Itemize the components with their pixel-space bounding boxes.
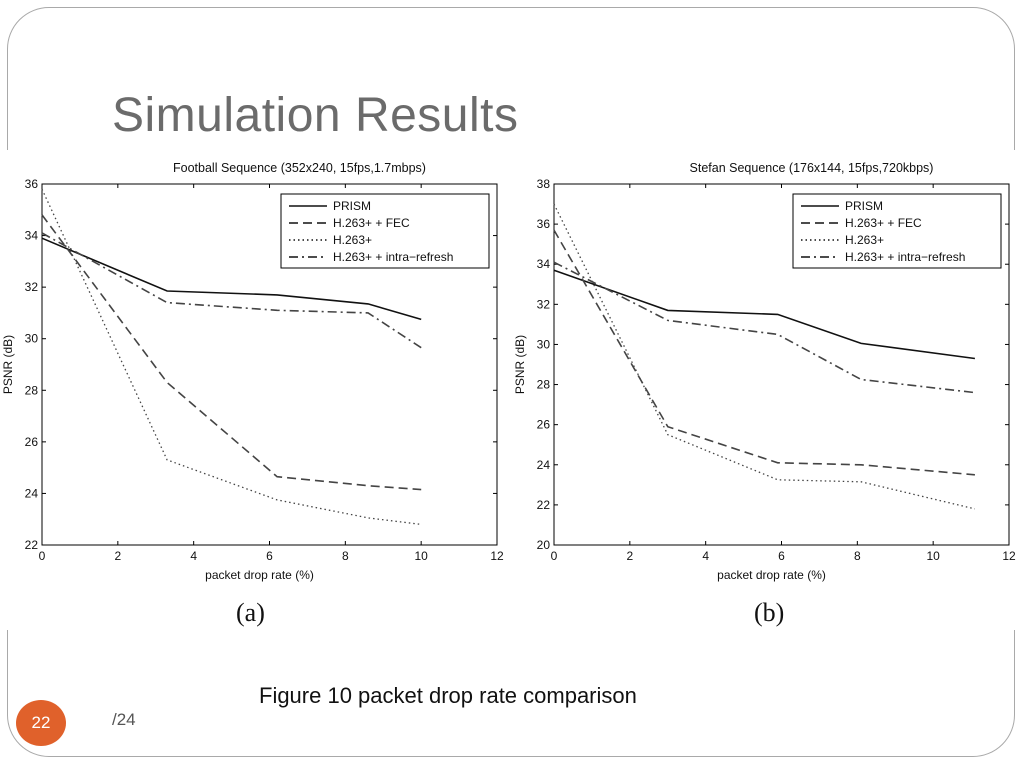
subfigure-label-a: (a): [236, 598, 265, 627]
legend-entry: H.263+ + FEC: [333, 216, 410, 230]
legend-entry: H.263+: [333, 233, 372, 247]
x-tick-label: 2: [626, 549, 633, 563]
y-tick-label: 20: [537, 538, 551, 552]
legend-entry: H.263+ + intra−refresh: [845, 250, 965, 264]
y-tick-label: 30: [25, 332, 39, 346]
y-tick-label: 36: [537, 217, 551, 231]
x-tick-label: 0: [551, 549, 558, 563]
x-tick-label: 2: [114, 549, 121, 563]
x-tick-label: 6: [778, 549, 785, 563]
chart-stefan: Stefan Sequence (176x144, 15fps,720kbps)…: [513, 161, 1016, 582]
legend-entry: H.263+ + intra−refresh: [333, 250, 453, 264]
series-line-solid: [41, 237, 422, 321]
y-tick-label: 30: [537, 337, 551, 351]
y-tick-label: 26: [537, 418, 551, 432]
page-number: 22: [31, 713, 51, 732]
y-tick-label: 32: [25, 280, 39, 294]
legend-entry: PRISM: [333, 199, 371, 213]
series-line-dotted: [553, 203, 976, 510]
series-line-dashed: [41, 214, 422, 491]
y-tick-label: 28: [25, 383, 39, 397]
page-number-badge: 22: [16, 700, 66, 746]
series-line-dashed: [553, 229, 975, 476]
series-line-dashdot: [41, 232, 422, 349]
x-tick-label: 12: [1002, 549, 1016, 563]
legend-entry: PRISM: [845, 199, 883, 213]
chart-title: Football Sequence (352x240, 15fps,1.7mbp…: [173, 161, 426, 175]
legend-entry: H.263+ + FEC: [845, 216, 922, 230]
x-axis-label: packet drop rate (%): [717, 568, 826, 582]
y-axis-label: PSNR (dB): [513, 335, 527, 394]
y-axis-label: PSNR (dB): [1, 335, 15, 394]
x-tick-label: 8: [854, 549, 861, 563]
y-tick-label: 24: [25, 486, 39, 500]
y-tick-label: 34: [537, 257, 551, 271]
x-tick-label: 10: [926, 549, 940, 563]
series-line-dashdot: [553, 261, 975, 394]
y-tick-label: 22: [537, 498, 551, 512]
y-tick-label: 28: [537, 378, 551, 392]
page-total: /24: [112, 710, 136, 729]
y-tick-label: 26: [25, 435, 39, 449]
series-line-solid: [553, 269, 976, 360]
figure-caption: Figure 10 packet drop rate comparison: [259, 683, 637, 708]
y-tick-label: 24: [537, 458, 551, 472]
series-line-dotted: [41, 188, 422, 526]
x-tick-label: 6: [266, 549, 273, 563]
x-tick-label: 4: [702, 549, 709, 563]
slide-title: Simulation Results: [112, 89, 519, 142]
x-tick-label: 8: [342, 549, 349, 563]
x-axis-label: packet drop rate (%): [205, 568, 314, 582]
y-tick-label: 36: [25, 177, 39, 191]
x-tick-label: 12: [490, 549, 504, 563]
y-tick-label: 22: [25, 538, 39, 552]
y-tick-label: 34: [25, 229, 39, 243]
x-tick-label: 0: [39, 549, 46, 563]
x-tick-label: 4: [190, 549, 197, 563]
legend-entry: H.263+: [845, 233, 884, 247]
y-tick-label: 32: [537, 297, 551, 311]
y-tick-label: 38: [537, 177, 551, 191]
figure-area: Football Sequence (352x240, 15fps,1.7mbp…: [0, 150, 1024, 630]
subfigure-label-b: (b): [754, 598, 785, 627]
chart-football: Football Sequence (352x240, 15fps,1.7mbp…: [1, 161, 504, 582]
chart-title: Stefan Sequence (176x144, 15fps,720kbps): [690, 161, 934, 175]
x-tick-label: 10: [414, 549, 428, 563]
